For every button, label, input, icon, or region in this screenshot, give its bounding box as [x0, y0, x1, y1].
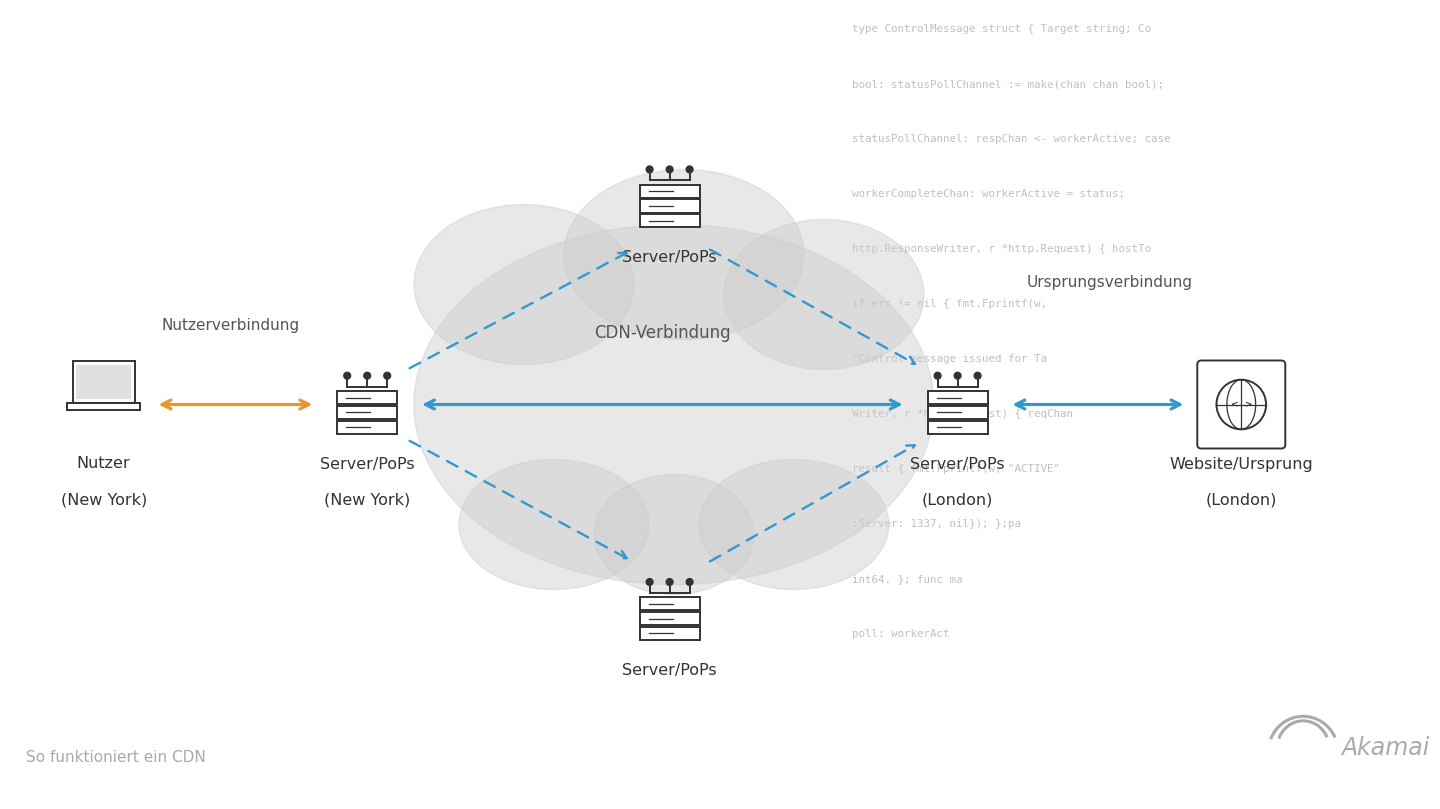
Text: workerCompleteChan: workerActive = status;: workerCompleteChan: workerActive = statu…: [852, 189, 1126, 199]
FancyBboxPatch shape: [337, 421, 397, 434]
Text: Server/PoPs: Server/PoPs: [320, 456, 415, 472]
Text: <  >: < >: [1231, 400, 1251, 409]
Text: if err != nil { fmt.Fprintf(w,: if err != nil { fmt.Fprintf(w,: [852, 299, 1047, 309]
FancyBboxPatch shape: [639, 184, 700, 198]
FancyBboxPatch shape: [1197, 361, 1286, 448]
Text: Nutzerverbindung: Nutzerverbindung: [161, 317, 300, 332]
Text: :Server: 1337, nil}); };pa: :Server: 1337, nil}); };pa: [852, 519, 1021, 529]
Circle shape: [647, 578, 652, 586]
FancyBboxPatch shape: [337, 391, 397, 404]
Text: "Control message issued for Ta: "Control message issued for Ta: [852, 354, 1047, 364]
Circle shape: [667, 578, 672, 586]
FancyBboxPatch shape: [639, 214, 700, 227]
Ellipse shape: [413, 205, 634, 365]
Text: Server/PoPs: Server/PoPs: [622, 250, 717, 265]
Circle shape: [647, 166, 652, 173]
Text: Server/PoPs: Server/PoPs: [910, 456, 1005, 472]
FancyBboxPatch shape: [639, 199, 700, 213]
Circle shape: [975, 372, 981, 379]
Ellipse shape: [564, 170, 804, 340]
Text: http.ResponseWriter, r *http.Request) { hostTo: http.ResponseWriter, r *http.Request) { …: [852, 244, 1152, 254]
FancyBboxPatch shape: [639, 612, 700, 625]
Text: bool: statusPollChannel := make(chan chan bool);: bool: statusPollChannel := make(chan cha…: [852, 79, 1165, 89]
FancyBboxPatch shape: [927, 405, 988, 419]
Text: Ursprungsverbindung: Ursprungsverbindung: [1027, 274, 1192, 290]
FancyBboxPatch shape: [927, 391, 988, 404]
FancyBboxPatch shape: [76, 365, 131, 400]
Circle shape: [687, 578, 693, 586]
Ellipse shape: [459, 460, 649, 590]
Circle shape: [667, 166, 672, 173]
Ellipse shape: [413, 225, 935, 584]
Text: int64. }; func ma: int64. }; func ma: [852, 574, 963, 584]
Text: Writer, r *http.Request) { reqChan: Writer, r *http.Request) { reqChan: [852, 409, 1073, 419]
Circle shape: [935, 372, 940, 379]
Text: Akamai: Akamai: [1341, 736, 1430, 760]
Text: So funktioniert ein CDN: So funktioniert ein CDN: [26, 749, 206, 765]
FancyBboxPatch shape: [639, 597, 700, 611]
FancyBboxPatch shape: [927, 421, 988, 434]
Text: Website/Ursprung: Website/Ursprung: [1169, 456, 1313, 472]
FancyBboxPatch shape: [72, 361, 135, 403]
FancyBboxPatch shape: [68, 403, 140, 409]
Text: (London): (London): [922, 493, 994, 507]
Circle shape: [1217, 379, 1266, 430]
Ellipse shape: [698, 460, 888, 590]
Text: result { fmt.Fprintf(w, "ACTIVE": result { fmt.Fprintf(w, "ACTIVE": [852, 464, 1060, 474]
Text: type ControlMessage struct { Target string; Co: type ControlMessage struct { Target stri…: [852, 24, 1152, 34]
FancyBboxPatch shape: [639, 627, 700, 640]
Circle shape: [364, 372, 370, 379]
Circle shape: [384, 372, 390, 379]
Text: Server/PoPs: Server/PoPs: [622, 663, 717, 678]
Ellipse shape: [724, 219, 924, 370]
Text: statusPollChannel: respChan <- workerActive; case: statusPollChannel: respChan <- workerAct…: [852, 134, 1171, 144]
Text: Nutzer: Nutzer: [76, 456, 131, 472]
FancyBboxPatch shape: [337, 405, 397, 419]
Text: (London): (London): [1205, 493, 1277, 507]
Circle shape: [955, 372, 960, 379]
Text: CDN-Verbindung: CDN-Verbindung: [595, 324, 730, 342]
Ellipse shape: [593, 475, 755, 595]
Text: (New York): (New York): [60, 493, 147, 507]
Circle shape: [687, 166, 693, 173]
Text: poll: workerAct: poll: workerAct: [852, 629, 950, 639]
Text: (New York): (New York): [324, 493, 410, 507]
Circle shape: [344, 372, 350, 379]
